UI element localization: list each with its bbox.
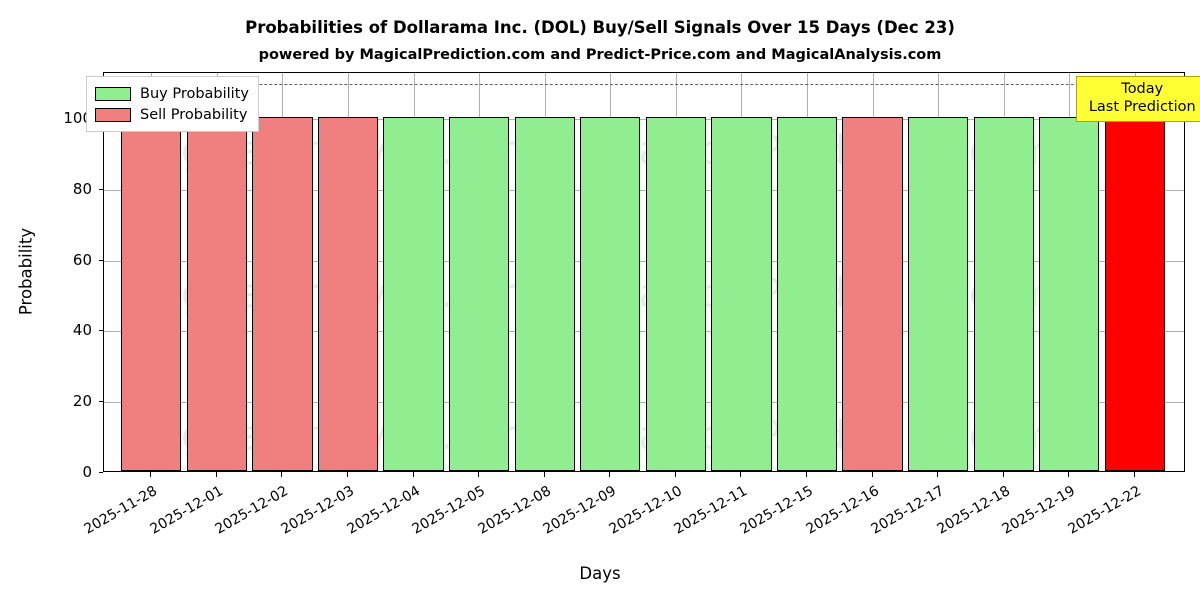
x-axis-tick-mark bbox=[805, 472, 807, 477]
today-annotation-line1: Today bbox=[1121, 81, 1164, 97]
x-axis-tick-mark bbox=[478, 472, 480, 477]
bar-buy[interactable] bbox=[383, 117, 444, 471]
bar-buy[interactable] bbox=[776, 117, 838, 471]
bar-sell[interactable] bbox=[186, 117, 247, 471]
bar-buy[interactable] bbox=[973, 117, 1034, 471]
legend-item[interactable]: Buy Probability bbox=[95, 83, 249, 104]
bar-sell[interactable] bbox=[121, 117, 182, 471]
x-axis-tick-mark bbox=[740, 472, 742, 477]
y-axis-tick-mark bbox=[98, 259, 103, 261]
gridline-horizontal bbox=[104, 331, 1184, 333]
x-axis-label: Days bbox=[579, 564, 621, 583]
x-axis-tick-mark bbox=[1133, 472, 1135, 477]
legend-swatch bbox=[95, 86, 131, 101]
y-axis-tick-mark bbox=[98, 472, 103, 473]
bar-today[interactable] bbox=[1104, 117, 1165, 471]
gridline-horizontal bbox=[104, 260, 1184, 262]
x-axis-tick-mark bbox=[674, 472, 676, 477]
y-axis-tick-label: 80 bbox=[72, 179, 92, 198]
chart-subtitle: powered by MagicalPrediction.com and Pre… bbox=[258, 47, 942, 63]
gridline-horizontal bbox=[104, 189, 1184, 191]
bar-buy[interactable] bbox=[514, 117, 575, 471]
x-axis-tick-mark bbox=[150, 472, 152, 477]
today-annotation-line2: Last Prediction bbox=[1088, 98, 1196, 115]
bar-sell[interactable] bbox=[252, 117, 313, 471]
x-axis-tick-mark bbox=[543, 472, 545, 477]
y-axis-tick-label: 20 bbox=[72, 392, 92, 411]
y-axis-label: Probability bbox=[16, 227, 36, 316]
y-axis-tick-mark bbox=[98, 330, 103, 332]
bar-buy[interactable] bbox=[711, 117, 772, 471]
x-axis-tick-mark bbox=[1002, 472, 1004, 477]
y-axis-tick-label: 100 bbox=[63, 109, 92, 128]
gridline-horizontal bbox=[104, 119, 1184, 121]
x-axis-tick-mark bbox=[281, 472, 283, 477]
x-axis-tick-mark bbox=[1068, 472, 1070, 477]
legend-label: Sell Probability bbox=[140, 106, 248, 123]
bar-buy[interactable] bbox=[907, 117, 969, 471]
bar-buy[interactable] bbox=[1039, 117, 1100, 471]
bar-sell[interactable] bbox=[842, 117, 903, 471]
x-axis-tick-mark bbox=[412, 472, 414, 477]
bar-buy[interactable] bbox=[448, 117, 510, 471]
chart-legend: Buy Probability Sell Probability bbox=[86, 76, 259, 132]
x-axis-tick-mark bbox=[609, 472, 611, 477]
bar-buy[interactable] bbox=[580, 117, 641, 471]
x-axis-tick-mark bbox=[215, 472, 217, 477]
legend-swatch bbox=[95, 107, 131, 122]
reference-line bbox=[104, 83, 1184, 85]
y-axis-tick-label: 40 bbox=[72, 321, 92, 340]
y-axis-tick-mark bbox=[98, 401, 103, 403]
x-axis-tick-mark bbox=[937, 472, 939, 477]
legend-label: Buy Probability bbox=[140, 85, 249, 102]
legend-item[interactable]: Sell Probability bbox=[95, 104, 249, 125]
y-axis-tick-label: 60 bbox=[72, 250, 92, 269]
y-axis-tick-label: 0 bbox=[82, 463, 92, 481]
gridline-horizontal bbox=[104, 402, 1184, 404]
bar-buy[interactable] bbox=[645, 117, 706, 471]
chart-title: Probabilities of Dollarama Inc. (DOL) Bu… bbox=[245, 18, 955, 37]
plot-area: MagicalAnalysis.comMagicalPrediction.com… bbox=[103, 72, 1185, 472]
x-axis-tick-mark bbox=[871, 472, 873, 477]
x-axis-tick-mark bbox=[346, 472, 348, 477]
y-axis-tick-mark bbox=[98, 188, 103, 190]
today-annotation: Today Last Prediction bbox=[1075, 76, 1200, 123]
bar-sell[interactable] bbox=[317, 117, 379, 471]
